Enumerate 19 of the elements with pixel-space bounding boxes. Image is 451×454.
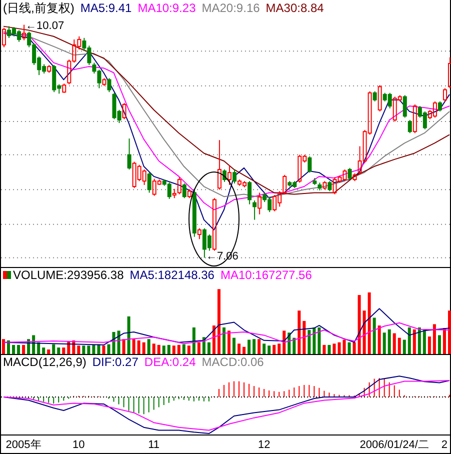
text: MA5:182148.36	[130, 268, 214, 282]
text: DIF:0.27	[92, 355, 138, 369]
legend-label: VOLUME:293956.38	[12, 268, 124, 282]
x-tick-label: 2	[441, 438, 448, 451]
text: MA5:9.41	[80, 1, 132, 15]
x-tick-label: 2005年	[6, 438, 42, 451]
text: MA30:8.84	[266, 1, 324, 15]
text: MA10:9.23	[138, 1, 196, 15]
text: MA20:9.16	[202, 1, 260, 15]
x-tick-label: 12	[258, 438, 270, 451]
x-tick-label: 11	[148, 438, 160, 451]
chart-title: MACD(12,26,9)	[3, 355, 86, 369]
x-tick-label: 2006/01/24/二	[360, 438, 429, 451]
annotation: ←10.07	[26, 20, 64, 32]
text: MA10:167277.56	[220, 268, 312, 282]
chart-title: (日线,前复权)	[3, 1, 74, 15]
text: DEA:0.24	[144, 355, 196, 369]
x-tick-label: 10	[72, 438, 85, 451]
series-label: MACD:0.06	[202, 355, 264, 369]
